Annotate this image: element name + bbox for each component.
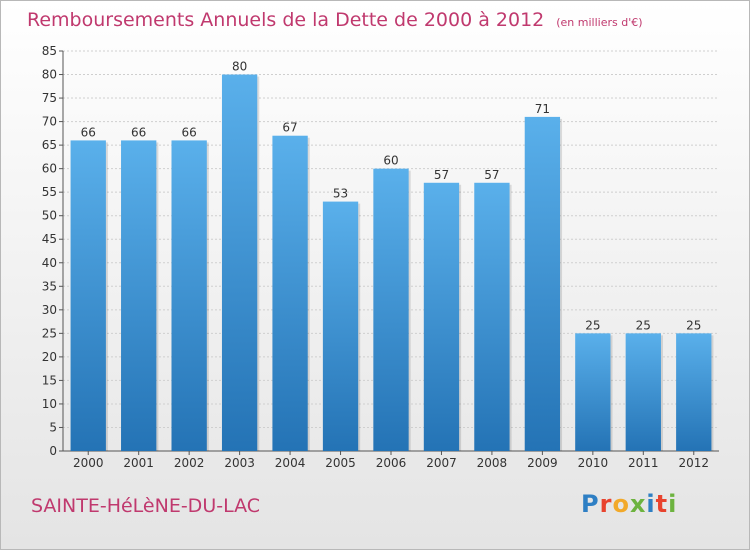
logo-letter: x [629, 490, 647, 518]
bar-value-label: 80 [232, 60, 247, 74]
y-tick-label: 20 [42, 350, 57, 364]
x-tick-label: 2012 [678, 456, 709, 470]
x-tick-label: 2007 [426, 456, 457, 470]
x-tick-label: 2005 [325, 456, 356, 470]
bar-value-label: 57 [484, 168, 499, 182]
y-tick-label: 0 [49, 444, 57, 458]
y-tick-label: 75 [42, 91, 57, 105]
bar-value-label: 60 [383, 154, 398, 168]
bar-value-label: 66 [81, 125, 96, 139]
y-tick-label: 70 [42, 115, 57, 129]
bar [272, 135, 308, 452]
logo-letter: P [581, 490, 600, 518]
bar [474, 182, 510, 451]
place-name: SAINTE-HéLèNE-DU-LAC [31, 495, 261, 517]
bar [121, 140, 157, 452]
y-tick-label: 65 [42, 138, 57, 152]
y-tick-label: 40 [42, 256, 57, 270]
bar-value-label: 67 [282, 121, 297, 135]
bar-value-label: 25 [585, 318, 600, 332]
bar [423, 182, 460, 451]
bar-value-label: 57 [434, 168, 449, 182]
x-tick-label: 2009 [527, 456, 558, 470]
logo-letter: o [612, 490, 630, 518]
y-tick-label: 55 [42, 185, 57, 199]
chart-title: Remboursements Annuels de la Dette de 20… [27, 9, 643, 31]
chart-title-text: Remboursements Annuels de la Dette de 20… [27, 9, 545, 31]
x-tick-label: 2006 [376, 456, 407, 470]
x-tick-label: 2004 [275, 456, 306, 470]
bar-value-label: 25 [636, 318, 651, 332]
x-tick-label: 2002 [174, 456, 205, 470]
bar [625, 333, 661, 451]
bar-value-label: 66 [182, 125, 197, 139]
proxiti-logo: Proxiti [581, 490, 677, 518]
logo-letter: i [646, 490, 656, 518]
y-tick-label: 80 [42, 68, 57, 82]
x-tick-label: 2000 [73, 456, 104, 470]
bar [322, 201, 359, 451]
x-tick-label: 2010 [578, 456, 609, 470]
bar-value-label: 66 [131, 125, 146, 139]
logo-letter: i [668, 490, 678, 518]
x-tick-label: 2008 [477, 456, 508, 470]
bar [575, 333, 611, 451]
y-tick-label: 60 [42, 162, 57, 176]
y-tick-label: 10 [42, 397, 57, 411]
y-tick-label: 30 [42, 303, 57, 317]
y-tick-label: 35 [42, 279, 57, 293]
logo-letter: t [655, 490, 669, 518]
bar-value-label: 25 [686, 318, 701, 332]
logo-letter: r [599, 490, 613, 518]
y-tick-label: 85 [42, 44, 57, 58]
y-tick-label: 45 [42, 232, 57, 246]
bar-value-label: 53 [333, 187, 348, 201]
x-tick-label: 2011 [628, 456, 659, 470]
bar [171, 140, 207, 452]
bar [676, 333, 712, 451]
bar [373, 168, 409, 451]
y-tick-label: 15 [42, 373, 57, 387]
bar [70, 140, 106, 452]
chart-unit: (en milliers d'€) [556, 16, 643, 29]
bar [221, 74, 258, 451]
x-tick-label: 2001 [123, 456, 154, 470]
y-tick-label: 25 [42, 326, 57, 340]
bar-value-label: 71 [535, 102, 550, 116]
y-tick-label: 5 [49, 420, 57, 434]
y-tick-label: 50 [42, 209, 57, 223]
bar [524, 116, 561, 451]
x-tick-label: 2003 [224, 456, 255, 470]
